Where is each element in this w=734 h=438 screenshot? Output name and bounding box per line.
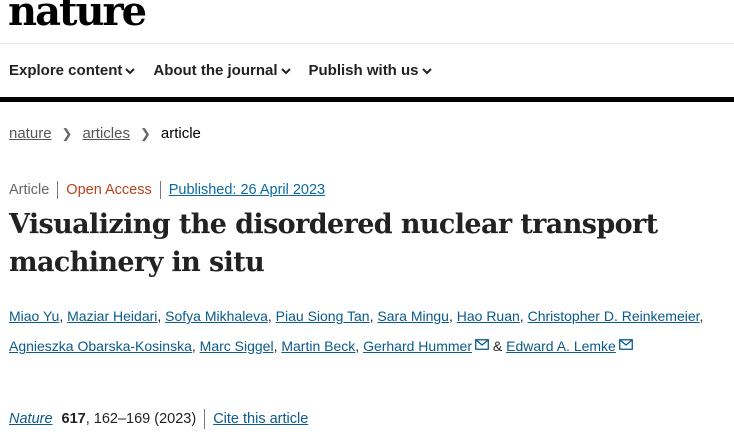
divider [0,43,734,44]
separator [159,181,161,199]
nav-publish-with-us[interactable]: Publish with us [309,62,432,79]
nav-label: Explore content [9,62,123,79]
email-icon[interactable] [475,339,489,350]
breadcrumb-nature[interactable]: nature [9,125,52,142]
author-link[interactable]: Maziar Heidari [67,308,158,324]
nature-logo[interactable]: nature [8,0,147,35]
nav-divider [0,97,734,102]
author-link[interactable]: Marc Siggel [199,338,274,354]
published-date-link[interactable]: Published: 26 April 2023 [168,182,326,198]
author-link[interactable]: Sara Mingu [377,308,449,324]
article-type: Article [9,182,50,198]
email-icon[interactable] [618,339,633,350]
chevron-down-icon [280,67,291,74]
author-link[interactable]: Martin Beck [281,338,356,354]
breadcrumb: nature ❯ articles ❯ article [9,125,201,142]
separator [204,409,206,429]
separator [57,181,59,199]
author-link[interactable]: Hao Ruan [456,308,520,324]
breadcrumb-current: article [160,125,201,142]
author-link[interactable]: Sofya Mikhaleva [165,308,268,324]
breadcrumb-articles[interactable]: articles [82,125,130,142]
article-meta: Article Open Access Published: 26 April … [9,181,325,199]
author-link[interactable]: Piau Siong Tan [275,308,370,324]
author-conjunction: & [492,338,503,354]
nav-about-journal[interactable]: About the journal [153,62,291,79]
author-link[interactable]: Christopher D. Reinkemeier [527,308,700,324]
author-link[interactable]: Edward A. Lemke [506,338,616,354]
chevron-down-icon [125,67,136,74]
nav-label: Publish with us [308,62,419,79]
author-link[interactable]: Agnieszka Obarska-Kosinska [9,338,192,354]
citation: Nature 617 , 162–169 (2023) Cite this ar… [9,409,308,429]
nav-explore-content[interactable]: Explore content [9,62,136,79]
chevron-right-icon: ❯ [139,125,151,141]
article-title: Visualizing the disordered nuclear trans… [9,209,658,278]
volume: 617 [61,411,86,427]
open-access-label: Open Access [66,182,152,198]
cite-this-article-link[interactable]: Cite this article [213,411,309,427]
journal-link[interactable]: Nature [9,411,53,427]
main-nav: Explore content About the journal Publis… [9,62,432,79]
nav-label: About the journal [153,62,278,79]
pages-year: , 162–169 (2023) [85,411,197,427]
author-list: Miao Yu, Maziar Heidari, Sofya Mikhaleva… [9,308,704,354]
chevron-down-icon [421,67,432,74]
author-link[interactable]: Miao Yu [9,308,60,324]
chevron-right-icon: ❯ [61,125,73,141]
author-link[interactable]: Gerhard Hummer [363,338,472,354]
